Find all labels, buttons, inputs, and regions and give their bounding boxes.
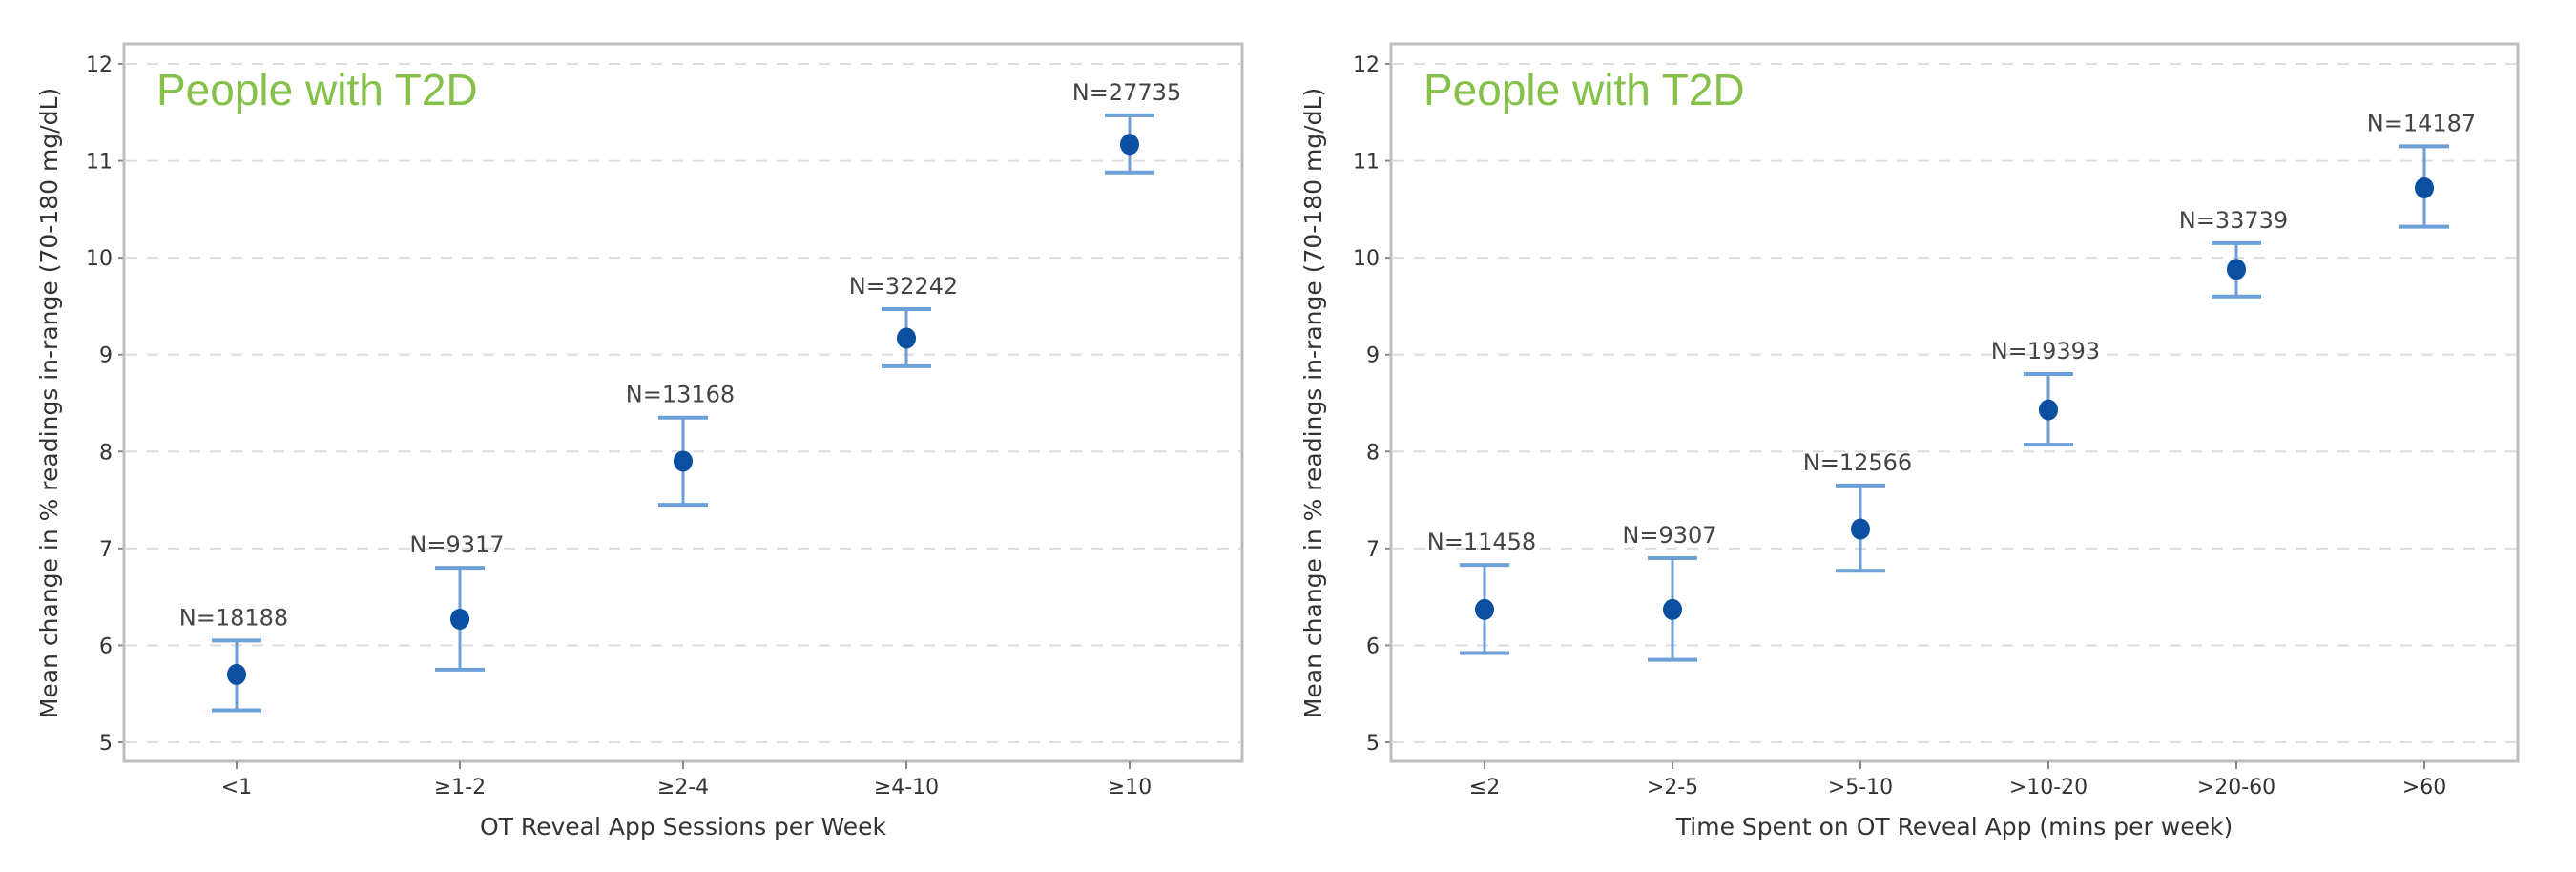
- n-label: N=12566: [1803, 449, 1912, 476]
- y-tick-label: 10: [86, 247, 113, 271]
- data-point: [2039, 399, 2058, 421]
- y-tick-label: 5: [1366, 732, 1380, 756]
- data-point: [674, 450, 693, 472]
- n-label: N=13168: [626, 382, 735, 408]
- x-tick-label: >5-10: [1828, 776, 1893, 799]
- n-label: N=27735: [1072, 79, 1181, 106]
- y-tick-label: 7: [99, 538, 113, 562]
- x-axis-label: Time Spent on OT Reveal App (mins per we…: [1675, 813, 2233, 841]
- data-point: [2227, 259, 2246, 280]
- x-tick-label: >20-60: [2197, 776, 2275, 799]
- x-axis-label: OT Reveal App Sessions per Week: [480, 813, 887, 841]
- x-tick-label: ≥10: [1108, 776, 1152, 799]
- n-label: N=14187: [2367, 110, 2476, 136]
- y-axis-label: Mean change in % readings in-range (70-1…: [1299, 88, 1327, 718]
- x-tick-label: ≥1-2: [434, 776, 486, 799]
- chart-title: People with T2D: [156, 65, 478, 114]
- y-tick-label: 8: [99, 441, 113, 465]
- n-label: N=33739: [2179, 207, 2288, 234]
- x-tick-label: ≥4-10: [874, 776, 939, 799]
- chart-panel-1: 5 6 7 8 9 10 11 12 People with T2D Mean change in…: [35, 42, 1244, 841]
- data-point: [1663, 598, 1682, 620]
- n-label: N=9307: [1622, 522, 1716, 549]
- n-label: N=11458: [1427, 529, 1536, 555]
- data-point: [1120, 134, 1139, 156]
- data-point: [227, 663, 246, 685]
- y-tick-label: 6: [99, 634, 113, 658]
- x-tick-label: >10-20: [2009, 776, 2088, 799]
- x-tick-label: ≥2-4: [657, 776, 709, 799]
- x-tick-label: >60: [2402, 776, 2446, 799]
- data-point: [450, 609, 469, 631]
- n-label: N=19393: [1991, 338, 2100, 364]
- x-tick-label: ≤2: [1469, 776, 1500, 799]
- x-tick-label: >2-5: [1647, 776, 1698, 799]
- y-tick-label: 11: [86, 151, 113, 175]
- chart-panel-2: 5 6 7 8 9 10 11 12 People with T2D Mean change in…: [1299, 42, 2520, 841]
- y-axis-label: Mean change in % readings in-range (70-1…: [35, 88, 63, 718]
- n-label: N=32242: [849, 273, 958, 300]
- chart-title: People with T2D: [1423, 65, 1745, 114]
- y-tick-label: 11: [1353, 151, 1380, 175]
- x-tick-label: <1: [221, 776, 252, 799]
- y-tick-label: 12: [86, 53, 113, 77]
- y-tick-label: 9: [99, 344, 113, 368]
- data-point: [1475, 598, 1494, 620]
- plot-frame: [1389, 42, 2520, 763]
- y-tick-label: 9: [1366, 344, 1380, 368]
- y-tick-label: 12: [1353, 53, 1380, 77]
- y-tick-label: 8: [1366, 441, 1380, 465]
- y-tick-label: 5: [99, 732, 113, 756]
- y-tick-label: 10: [1353, 247, 1380, 271]
- data-point: [1851, 518, 1870, 540]
- data-point: [2415, 177, 2434, 199]
- n-label: N=9317: [409, 531, 504, 558]
- data-point: [897, 327, 916, 349]
- n-label: N=18188: [179, 604, 288, 631]
- y-tick-label: 7: [1366, 538, 1380, 562]
- y-tick-label: 6: [1366, 634, 1380, 658]
